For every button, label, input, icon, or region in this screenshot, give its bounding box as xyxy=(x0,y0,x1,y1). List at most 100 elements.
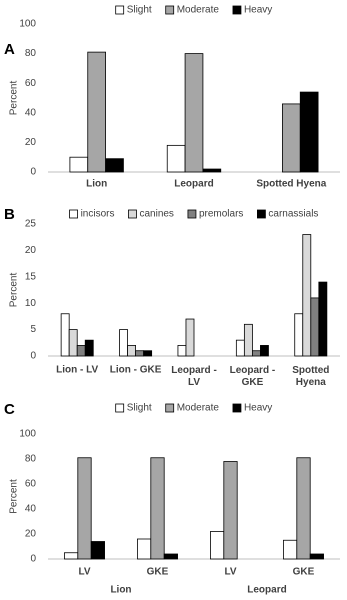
x-tick-label: LV xyxy=(78,567,90,578)
bar xyxy=(282,103,301,173)
label-line: GKE xyxy=(242,377,264,388)
y-tick-label: 40 xyxy=(25,504,37,515)
y-tick-label: 80 xyxy=(25,454,37,465)
x-tick-label: GKE xyxy=(293,567,315,578)
bar xyxy=(64,552,79,560)
legend-swatch xyxy=(257,209,266,219)
legend-swatch xyxy=(232,5,242,15)
group-label: Leopard xyxy=(247,585,286,596)
panel-letter: A xyxy=(4,41,15,58)
legend-label: Slight xyxy=(127,403,152,414)
y-tick-label: 5 xyxy=(30,324,36,335)
legend: Slight Moderate Heavy xyxy=(115,403,272,414)
bar xyxy=(251,350,261,357)
x-tick-label: Spotted Hyena xyxy=(256,179,326,190)
bar xyxy=(87,51,106,173)
bar xyxy=(137,538,152,560)
bar xyxy=(60,313,70,357)
y-tick-label: 10 xyxy=(25,298,37,309)
legend-swatch xyxy=(115,403,125,413)
bar xyxy=(299,91,319,173)
bar xyxy=(69,156,89,173)
y-tick-label: 80 xyxy=(25,48,37,59)
x-tick-label: Leopard -LV xyxy=(171,365,217,388)
legend-label: Slight xyxy=(127,5,152,16)
bar xyxy=(210,531,225,560)
legend-label: carnassials xyxy=(268,209,318,220)
bar xyxy=(166,144,186,173)
bar xyxy=(243,323,253,357)
bar xyxy=(202,168,222,173)
legend: incisors canines premolars carnassials xyxy=(69,209,318,220)
bar xyxy=(309,553,324,560)
label-line: LV xyxy=(188,377,200,388)
legend-label: Moderate xyxy=(177,403,220,414)
bar xyxy=(163,553,178,560)
y-tick-label: 0 xyxy=(30,167,36,178)
legend-label: Heavy xyxy=(244,5,272,16)
bar xyxy=(310,297,320,357)
y-tick-label: 20 xyxy=(25,529,37,540)
x-tick-label: Lion - LV xyxy=(56,365,98,376)
bar xyxy=(294,313,304,357)
bar xyxy=(127,345,136,357)
y-tick-label: 60 xyxy=(25,479,37,490)
y-axis-title: Percent xyxy=(9,81,20,116)
legend-swatch xyxy=(69,209,78,219)
y-tick-label: 20 xyxy=(25,137,37,148)
x-tick-label: Leopard -GKE xyxy=(230,365,276,388)
panel-letter: C xyxy=(4,401,15,418)
legend-label: Moderate xyxy=(177,5,220,16)
y-tick-label: 100 xyxy=(19,429,36,440)
y-tick-label: 100 xyxy=(19,19,36,30)
bar xyxy=(119,329,128,357)
label-line: Leopard - xyxy=(171,365,217,376)
bar xyxy=(68,329,78,357)
y-tick-label: 0 xyxy=(30,351,36,362)
legend-label: Heavy xyxy=(244,403,272,414)
legend: Slight Moderate Heavy xyxy=(115,5,272,16)
legend-swatch xyxy=(187,209,197,219)
bar xyxy=(77,457,92,560)
y-tick-label: 15 xyxy=(25,271,37,282)
bar xyxy=(150,457,165,560)
label-line: Leopard - xyxy=(230,365,276,376)
bar xyxy=(185,318,195,357)
label-line: Spotted xyxy=(292,365,329,376)
bar xyxy=(184,53,204,173)
x-tick-label: GKE xyxy=(147,567,169,578)
y-tick-label: 25 xyxy=(25,219,37,230)
x-tick-label: LV xyxy=(224,567,236,578)
y-tick-label: 0 xyxy=(30,554,36,565)
label-line: Hyena xyxy=(296,377,326,388)
x-tick-label: Lion - GKE xyxy=(110,365,162,376)
bar xyxy=(318,281,328,357)
bar xyxy=(177,345,187,357)
x-tick-label: Leopard xyxy=(174,179,213,190)
bar xyxy=(223,461,238,560)
panel-letter: B xyxy=(4,206,15,223)
legend-swatch xyxy=(128,209,137,219)
bar xyxy=(76,345,86,357)
bar xyxy=(302,234,312,357)
bar xyxy=(84,339,94,357)
group-label: Lion xyxy=(110,585,131,596)
bar xyxy=(296,457,311,560)
bar xyxy=(143,350,153,357)
legend-label: canines xyxy=(139,209,173,220)
legend-swatch xyxy=(115,5,125,15)
legend-swatch xyxy=(165,5,175,15)
bar xyxy=(90,541,105,560)
legend-label: incisors xyxy=(81,209,115,220)
bar xyxy=(283,539,298,560)
x-tick-label: Lion xyxy=(86,179,107,190)
bar xyxy=(105,158,124,173)
y-axis-title: Percent xyxy=(9,273,20,308)
bar xyxy=(135,350,145,357)
legend-label: premolars xyxy=(199,209,243,220)
x-tick-label: Spotted Hyena xyxy=(292,365,329,388)
y-axis-title: Percent xyxy=(9,479,20,514)
bar xyxy=(260,345,269,357)
y-tick-label: 60 xyxy=(25,78,37,89)
